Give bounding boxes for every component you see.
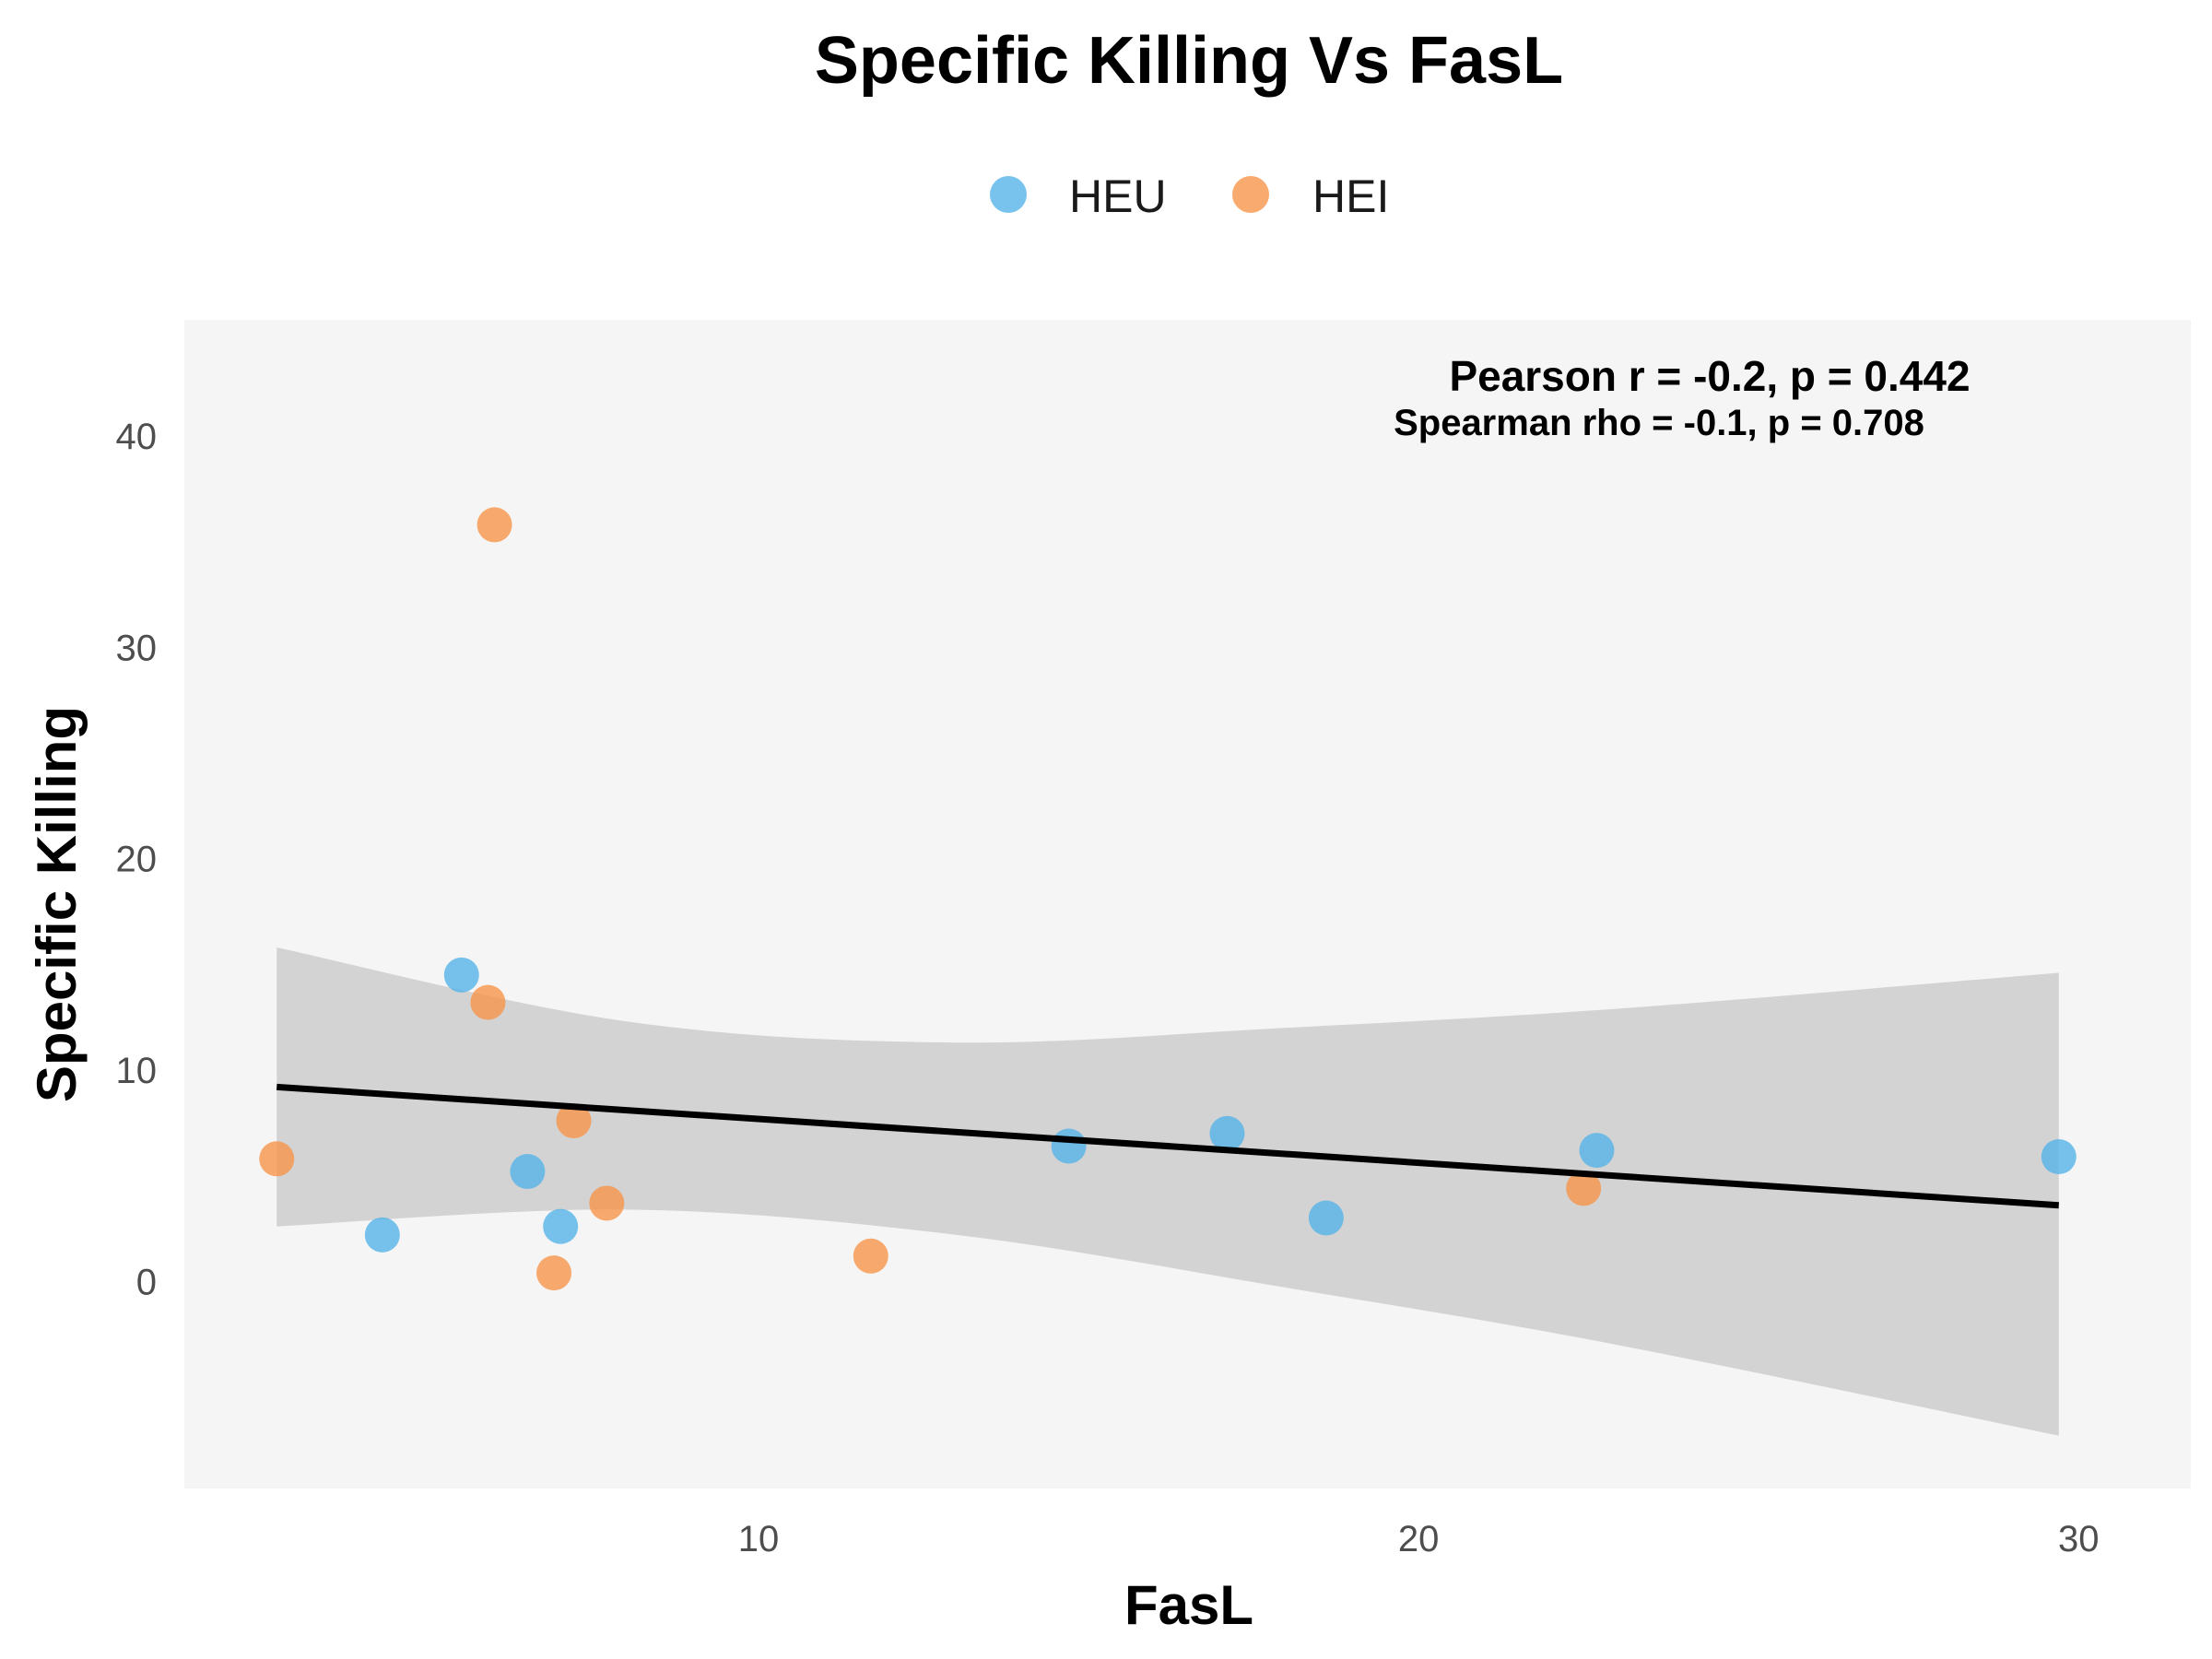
point-hei-6 — [853, 1238, 888, 1274]
x-tick-label-10: 10 — [738, 1519, 780, 1559]
spearman-annotation: Spearman rho = -0.1, p = 0.708 — [1394, 403, 1924, 443]
point-heu-0 — [364, 1217, 400, 1253]
point-heu-2 — [510, 1154, 546, 1190]
point-heu-5 — [1209, 1115, 1245, 1151]
point-heu-8 — [2041, 1139, 2077, 1175]
point-heu-3 — [543, 1208, 579, 1244]
point-hei-2 — [470, 984, 506, 1020]
chart-title: Specific Killing Vs FasL — [815, 24, 1563, 98]
point-heu-1 — [443, 957, 479, 993]
point-hei-0 — [259, 1141, 295, 1177]
point-heu-4 — [1051, 1128, 1087, 1164]
point-heu-6 — [1308, 1200, 1344, 1236]
point-hei-5 — [536, 1255, 572, 1291]
y-tick-label-30: 30 — [116, 628, 158, 668]
y-tick-label-40: 40 — [116, 417, 158, 457]
y-tick-label-20: 20 — [116, 840, 158, 880]
point-hei-1 — [477, 507, 512, 543]
regression-line — [276, 1083, 2060, 1209]
y-tick-label-10: 10 — [116, 1051, 158, 1091]
confidence-band — [276, 947, 2059, 1436]
pearson-annotation: Pearson r = -0.2, p = 0.442 — [1449, 352, 1970, 400]
points-layer — [259, 507, 2077, 1291]
legend-label-hei: HEI — [1312, 171, 1389, 222]
point-hei-3 — [556, 1103, 592, 1139]
y-tick-label-0: 0 — [136, 1262, 157, 1302]
x-tick-label-30: 30 — [2058, 1519, 2100, 1559]
legend: HEU HEI — [990, 171, 1389, 222]
legend-marker-heu — [990, 176, 1027, 213]
point-hei-4 — [589, 1185, 625, 1221]
point-hei-7 — [1566, 1171, 1602, 1206]
legend-marker-hei — [1232, 176, 1269, 213]
point-heu-7 — [1579, 1133, 1615, 1169]
x-tick-label-20: 20 — [1398, 1519, 1440, 1559]
x-axis-title: FasL — [1124, 1574, 1253, 1636]
legend-label-heu: HEU — [1069, 171, 1167, 222]
y-axis-ticks: 0 10 20 30 40 — [116, 417, 158, 1302]
y-axis-title: Specific Killing — [26, 706, 88, 1102]
x-axis-ticks: 10 20 30 — [738, 1519, 2100, 1559]
